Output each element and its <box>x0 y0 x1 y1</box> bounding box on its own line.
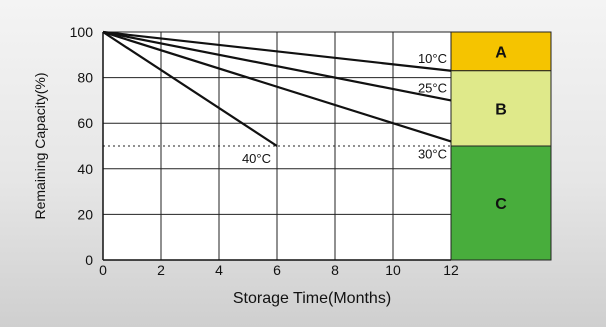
zone-a <box>450 31 552 72</box>
x-tick-label-10: 10 <box>385 262 401 278</box>
zone-b <box>450 70 552 147</box>
series-lines <box>102 30 452 147</box>
y-axis-label: Remaining Capacity(%) <box>32 72 48 219</box>
y-tick-label-80: 80 <box>77 70 93 86</box>
zone-label-b: B <box>495 101 507 118</box>
x-axis-label: Storage Time(Months) <box>233 290 391 307</box>
zone-c <box>450 145 552 261</box>
y-tick-label-60: 60 <box>77 115 93 131</box>
series-line-3 <box>102 30 452 143</box>
y-tick-label-0: 0 <box>85 252 93 268</box>
y-tick-label-20: 20 <box>77 206 93 222</box>
zone-label-a: A <box>495 44 507 61</box>
x-tick-label-6: 6 <box>273 262 281 278</box>
y-tick-label-40: 40 <box>77 161 93 177</box>
y-tick-label-100: 100 <box>70 24 94 40</box>
series-label-4: 40°C <box>242 151 271 166</box>
x-tick-label-2: 2 <box>157 262 165 278</box>
series-label-3: 30°C <box>418 146 447 161</box>
series-line-2 <box>102 30 452 102</box>
series-line-1 <box>102 30 452 72</box>
series-labels: 10°C 25°C 30°C 40°C <box>242 51 447 166</box>
zone-label-c: C <box>495 196 507 213</box>
series-label-2: 25°C <box>418 80 447 95</box>
zones: A B C <box>450 31 552 261</box>
x-tick-label-8: 8 <box>331 262 339 278</box>
tick-labels: 0 20 40 60 80 100 0 2 4 6 8 10 12 <box>70 24 459 278</box>
x-tick-label-12: 12 <box>443 262 459 278</box>
axes <box>102 32 451 261</box>
series-label-1: 10°C <box>418 51 447 66</box>
x-tick-label-0: 0 <box>99 262 107 278</box>
x-tick-label-4: 4 <box>215 262 223 278</box>
series-line-4 <box>102 31 278 147</box>
